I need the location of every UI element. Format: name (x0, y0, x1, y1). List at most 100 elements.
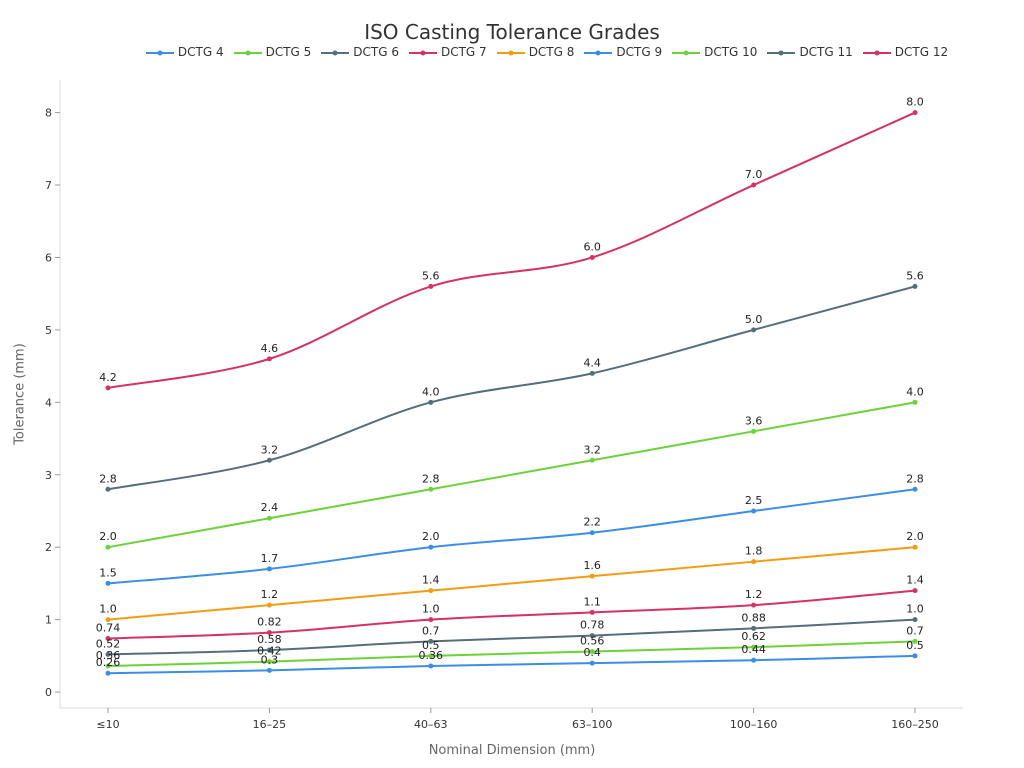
y-tick-label: 1 (45, 614, 52, 627)
data-point-dctg-7 (589, 609, 595, 615)
data-point-dctg-7 (912, 588, 918, 594)
data-point-dctg-4 (428, 663, 434, 669)
legend-item-dctg-7[interactable]: DCTG 7 (408, 45, 487, 59)
data-point-dctg-10 (589, 457, 595, 463)
legend-item-dctg-12[interactable]: DCTG 12 (862, 45, 949, 59)
legend-swatch (584, 50, 613, 55)
series-line-dctg-7 (107, 589, 916, 640)
data-label-dctg-6: 0.78 (580, 619, 605, 632)
data-point-dctg-7 (105, 635, 111, 641)
data-label-dctg-6: 0.58 (257, 633, 282, 646)
x-tick-label: 63–100 (572, 718, 613, 731)
data-point-dctg-5 (912, 638, 918, 644)
data-label-dctg-5: 0.62 (741, 630, 766, 643)
data-point-dctg-4 (912, 653, 918, 659)
data-point-dctg-5 (589, 649, 595, 655)
legend-item-dctg-5[interactable]: DCTG 5 (233, 45, 311, 59)
data-label-dctg-11: 2.8 (99, 472, 117, 485)
data-point-dctg-11 (589, 370, 595, 376)
x-tick-label: 160–250 (891, 718, 939, 731)
legend-swatch-dot (595, 50, 601, 55)
data-label-dctg-5: 0.5 (422, 639, 440, 652)
legend-swatch (496, 50, 525, 55)
series-line-dctg-8 (107, 546, 916, 621)
legend-swatch (233, 50, 262, 55)
y-tick-label: 2 (45, 541, 52, 554)
data-point-dctg-4 (589, 660, 595, 666)
data-point-dctg-11 (266, 457, 272, 463)
series-line-dctg-9 (107, 488, 916, 585)
data-point-dctg-10 (266, 515, 272, 521)
legend-label: DCTG 12 (894, 45, 949, 59)
legend-label: DCTG 10 (704, 45, 758, 59)
data-point-dctg-4 (751, 657, 757, 663)
legend: DCTG 4 DCTG 5 DCTG 6 DCTG 7 DCTG 8 DCTG 9 DCTG… (0, 45, 1024, 59)
data-point-dctg-7 (751, 602, 757, 608)
data-label-dctg-7: 1.1 (583, 595, 601, 608)
data-point-dctg-9 (912, 486, 918, 492)
data-label-dctg-5: 0.56 (580, 635, 605, 648)
data-label-dctg-9: 2.0 (422, 530, 440, 543)
data-label-dctg-7: 1.2 (745, 588, 763, 601)
data-label-dctg-4: 0.44 (741, 643, 766, 656)
data-point-dctg-12 (428, 283, 434, 289)
data-point-dctg-6 (428, 638, 434, 644)
data-label-dctg-9: 2.8 (906, 472, 924, 485)
data-point-dctg-11 (751, 327, 757, 333)
series-layer (105, 110, 918, 676)
data-point-dctg-6 (912, 617, 918, 623)
legend-item-dctg-9[interactable]: DCTG 9 (584, 45, 662, 59)
legend-swatch (767, 50, 796, 55)
data-point-dctg-5 (428, 653, 434, 659)
data-label-dctg-5: 0.36 (96, 649, 121, 662)
data-label-dctg-4: 0.3 (261, 653, 279, 666)
data-label-dctg-9: 1.5 (99, 566, 117, 579)
data-label-dctg-10: 2.8 (422, 472, 440, 485)
data-point-dctg-12 (751, 182, 757, 188)
data-label-dctg-12: 8.0 (906, 96, 924, 109)
x-tick-label: ≤10 (96, 718, 119, 731)
data-label-dctg-9: 2.2 (583, 516, 601, 529)
x-tick-label: 100–160 (730, 718, 778, 731)
data-label-dctg-7: 0.74 (96, 621, 121, 634)
data-point-dctg-9 (266, 566, 272, 572)
data-point-dctg-12 (105, 385, 111, 391)
data-label-dctg-12: 5.6 (422, 269, 440, 282)
legend-swatch-dot (420, 50, 426, 55)
data-label-dctg-10: 3.6 (745, 414, 763, 427)
y-tick-label: 0 (45, 686, 52, 699)
data-label-dctg-7: 1.0 (422, 603, 440, 616)
data-label-dctg-12: 6.0 (583, 240, 601, 253)
data-label-dctg-9: 1.7 (261, 552, 279, 565)
legend-swatch (672, 50, 701, 55)
legend-label: DCTG 4 (177, 45, 224, 59)
series-line-dctg-12 (107, 111, 916, 389)
y-tick-label: 3 (45, 469, 52, 482)
legend-item-dctg-8[interactable]: DCTG 8 (496, 45, 574, 59)
x-axis-title: Nominal Dimension (mm) (428, 743, 596, 758)
legend-swatch-dot (683, 50, 689, 55)
data-label-dctg-6: 0.52 (96, 637, 121, 650)
legend-item-dctg-10[interactable]: DCTG 10 (672, 45, 757, 59)
data-point-dctg-4 (266, 667, 272, 673)
data-point-dctg-5 (266, 659, 272, 665)
legend-item-dctg-6[interactable]: DCTG 6 (321, 45, 399, 59)
data-point-dctg-9 (428, 544, 434, 550)
legend-swatch-dot (778, 50, 784, 55)
series-line-dctg-6 (107, 618, 916, 656)
data-label-dctg-12: 4.2 (99, 371, 117, 384)
data-point-dctg-6 (105, 651, 111, 657)
data-point-dctg-12 (589, 254, 595, 260)
legend-swatch-dot (874, 50, 880, 55)
legend-swatch (408, 50, 437, 55)
data-label-dctg-5: 0.7 (906, 624, 924, 637)
legend-item-dctg-11[interactable]: DCTG 11 (767, 45, 853, 59)
y-axis-title: Tolerance (mm) (12, 343, 28, 445)
legend-swatch (862, 50, 891, 55)
data-point-dctg-11 (428, 399, 434, 405)
legend-swatch (321, 50, 350, 55)
axes: 0 1 2 3 4 5 6 7 8 ≤10 16–25 40–63 63–100 100–160 160–2… (45, 80, 963, 731)
legend-swatch (145, 50, 174, 55)
legend-item-dctg-4[interactable]: DCTG 4 (145, 45, 224, 59)
